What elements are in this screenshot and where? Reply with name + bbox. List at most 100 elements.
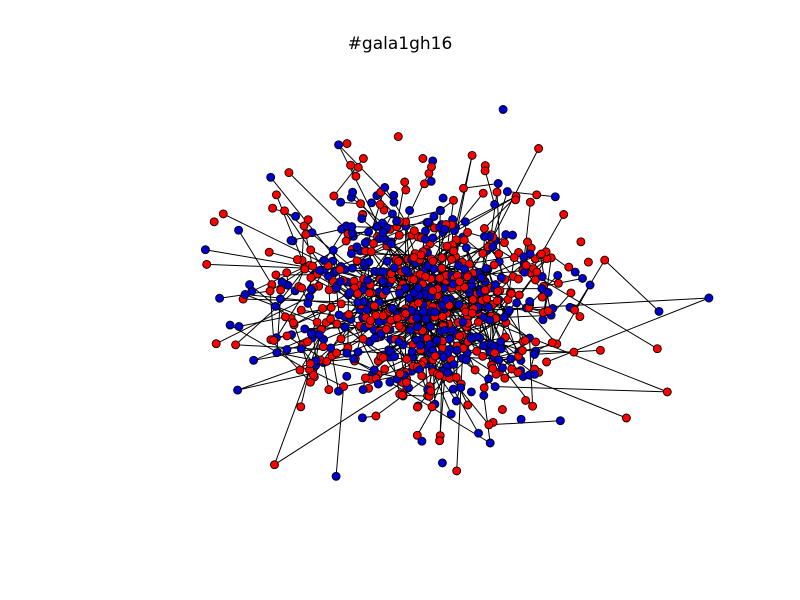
graph-edge	[238, 229, 273, 285]
graph-node-red	[409, 226, 419, 236]
graph-node-red	[494, 249, 504, 259]
graph-node-red	[397, 390, 407, 400]
graph-node-red	[412, 402, 422, 412]
graph-node-red	[324, 385, 334, 395]
graph-node-red	[393, 132, 403, 142]
graph-node-blue	[386, 239, 396, 249]
graph-node-red	[280, 206, 289, 216]
graph-node-red	[662, 387, 672, 397]
graph-node-red	[305, 359, 315, 369]
graph-node-blue	[378, 276, 388, 286]
graph-node-blue	[303, 298, 313, 308]
graph-node-blue	[456, 383, 466, 393]
graph-node-red	[360, 373, 370, 383]
graph-node-blue	[537, 284, 547, 294]
graph-node-red	[375, 199, 385, 209]
graph-node-red	[576, 237, 586, 247]
graph-edge	[463, 183, 499, 189]
graph-node-blue	[352, 242, 362, 252]
graph-node-blue	[346, 249, 356, 259]
graph-node-red	[292, 255, 302, 265]
graph-node-red	[463, 400, 473, 410]
node-layer	[200, 105, 714, 481]
graph-node-red	[353, 162, 363, 172]
graph-node-red	[371, 310, 381, 320]
graph-node-red	[459, 235, 469, 245]
graph-node-blue	[225, 320, 235, 330]
graph-node-red	[308, 370, 318, 380]
graph-node-red	[209, 217, 219, 227]
graph-edge	[483, 395, 491, 444]
graph-node-red	[368, 239, 378, 249]
graph-node-blue	[578, 273, 587, 283]
graph-node-red	[366, 316, 375, 326]
graph-node-red	[301, 230, 311, 239]
graph-edge	[244, 294, 318, 323]
graph-node-blue	[387, 209, 397, 219]
graph-node-red	[270, 460, 279, 470]
graph-node-red	[479, 383, 489, 393]
graph-edge	[275, 194, 306, 268]
graph-node-red	[344, 310, 354, 319]
graph-node-blue	[498, 105, 508, 114]
graph-edge	[534, 349, 601, 355]
graph-node-red	[438, 312, 447, 322]
graph-edge	[251, 266, 306, 292]
graph-edge	[290, 228, 342, 241]
graph-node-blue	[364, 257, 374, 267]
graph-node-red	[271, 270, 281, 280]
graph-node-red	[449, 195, 458, 205]
graph-node-red	[231, 340, 241, 350]
graph-edge	[455, 192, 484, 228]
graph-node-blue	[426, 176, 436, 186]
graph-node-blue	[331, 283, 341, 293]
graph-node-blue	[233, 385, 243, 395]
graph-node-blue	[347, 222, 357, 232]
graph-node-red	[564, 262, 574, 272]
graph-node-blue	[413, 283, 423, 293]
graph-node-blue	[345, 288, 355, 298]
graph-node-blue	[370, 333, 380, 343]
graph-node-blue	[449, 359, 459, 369]
graph-node-blue	[401, 265, 410, 275]
graph-node-blue	[436, 206, 445, 216]
graph-node-red	[482, 294, 492, 304]
graph-node-blue	[357, 413, 367, 423]
graph-node-blue	[479, 232, 489, 241]
graph-node-red	[353, 289, 363, 299]
graph-node-red	[427, 162, 436, 172]
graph-node-blue	[516, 414, 526, 424]
graph-node-red	[462, 272, 472, 282]
graph-node-red	[537, 292, 547, 302]
graph-node-blue	[479, 341, 488, 351]
graph-node-red	[421, 272, 431, 281]
graph-edge	[269, 251, 298, 261]
graph-node-blue	[420, 234, 430, 244]
graph-node-red	[284, 168, 294, 178]
graph-node-red	[497, 405, 507, 414]
graph-node-red	[451, 372, 461, 382]
graph-node-red	[378, 353, 388, 362]
graph-node-red	[575, 312, 585, 322]
graph-node-red	[467, 150, 477, 160]
graph-node-red	[520, 336, 530, 345]
graph-node-red	[264, 247, 274, 257]
graph-node-blue	[493, 179, 503, 188]
graph-node-blue	[484, 302, 493, 312]
graph-node-blue	[340, 322, 350, 332]
graph-node-red	[366, 247, 376, 257]
graph-node-blue	[448, 384, 458, 394]
graph-node-red	[289, 318, 298, 328]
graph-node-red	[335, 265, 345, 274]
edge-layer	[205, 144, 710, 477]
graph-node-blue	[415, 340, 425, 350]
graph-node-red	[296, 402, 306, 412]
graph-node-blue	[474, 428, 483, 438]
graph-node-blue	[550, 192, 560, 202]
graph-edge	[364, 242, 384, 272]
graph-edge	[530, 272, 658, 350]
graph-node-blue	[373, 379, 383, 389]
graph-node-red	[506, 289, 516, 298]
